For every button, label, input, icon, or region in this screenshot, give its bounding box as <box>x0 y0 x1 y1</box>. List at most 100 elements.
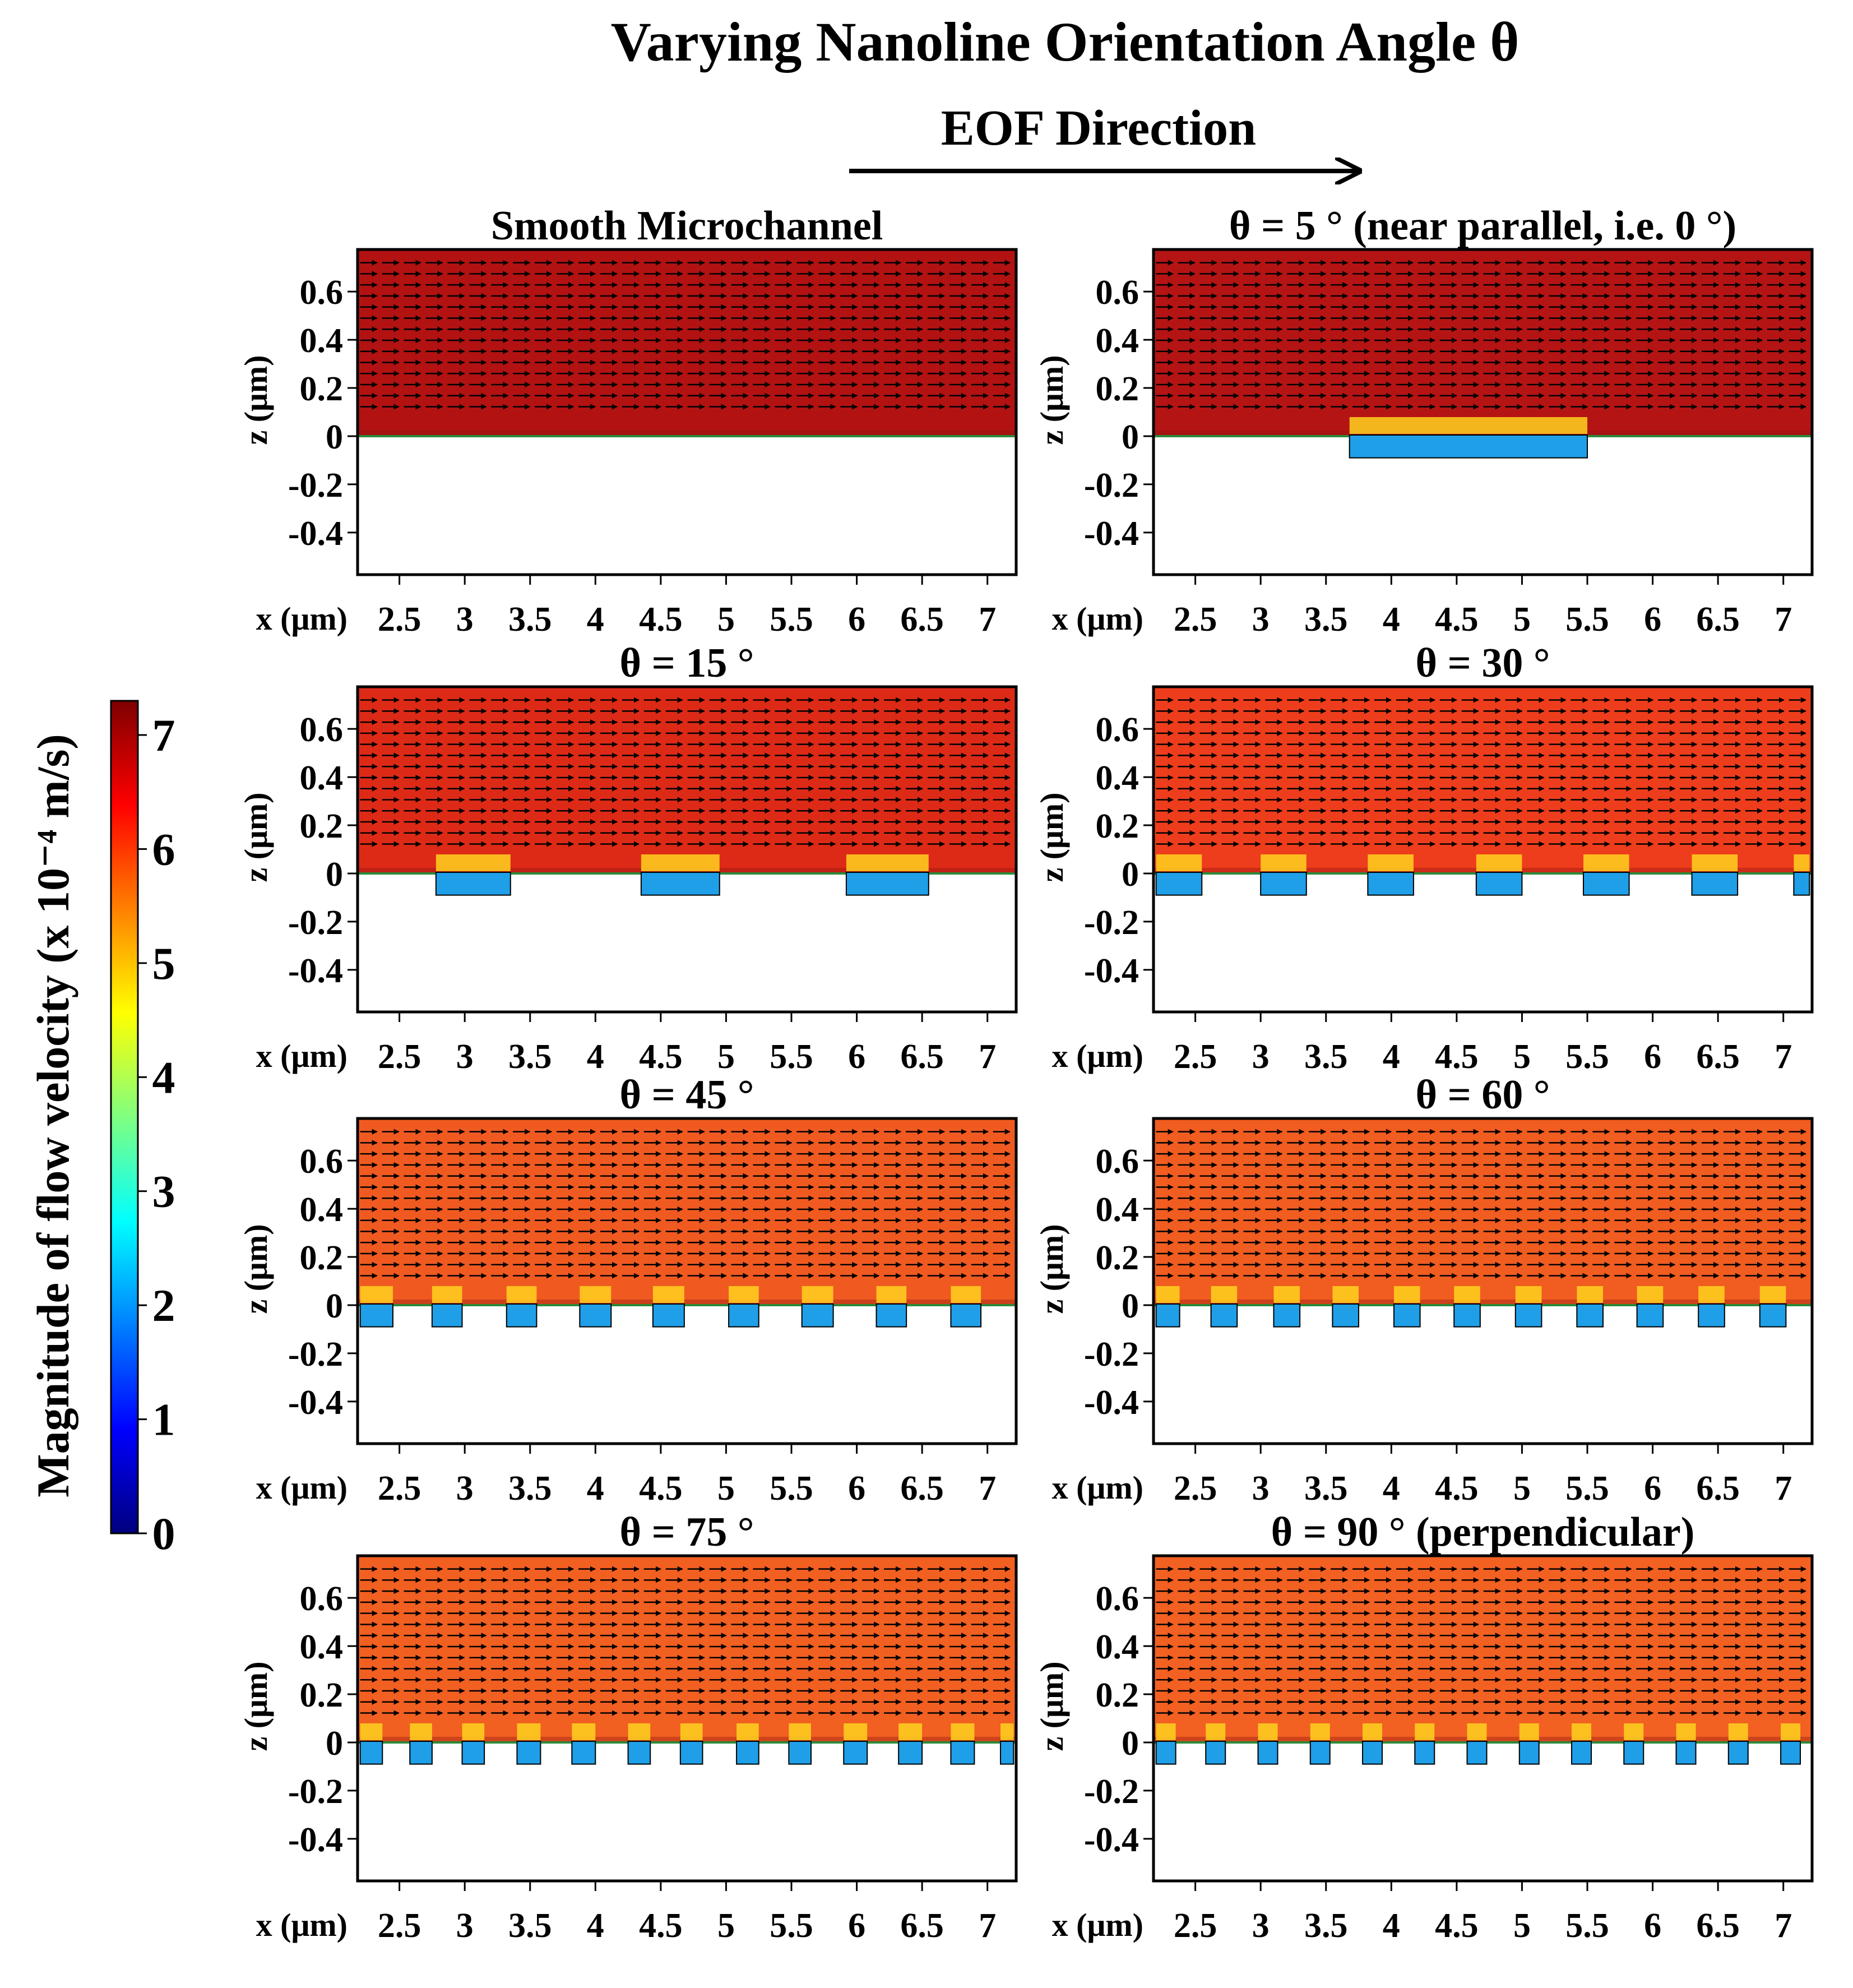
plot-frame <box>356 1117 1018 1445</box>
nanoline-groove <box>1155 1303 1180 1328</box>
panel-1: Smooth Microchannel 0.6 0.4 0.2 0 -0.2 -0.4 z (… <box>238 203 1018 639</box>
x-tick-label: 6.5 <box>900 1469 944 1508</box>
x-tick-label: 5 <box>717 600 735 639</box>
nanoline-groove <box>1453 1303 1481 1328</box>
z-tick-label: 0.6 <box>300 274 344 312</box>
nanoline-groove <box>1309 1740 1331 1765</box>
panel-4: θ = 30 ° 0.6 0.4 0.2 0 -0.2 -0.4 z (μm) 2.5 3 3.5 4… <box>1034 640 1814 1076</box>
nanoline-groove <box>571 1740 596 1765</box>
panel-7: θ = 75 ° 0.6 0.4 0.2 0 -0.2 -0.4 z (μm) 2.5 3 3.5 4… <box>238 1509 1018 1945</box>
panel-title: θ = 45 ° <box>620 1072 754 1118</box>
x-tick-label: 6 <box>1644 1907 1661 1945</box>
x-tick-label: 4.5 <box>639 1469 683 1508</box>
z-tick-label: 0 <box>1122 418 1139 456</box>
x-tick-label: 4.5 <box>1435 1907 1479 1945</box>
panel-title: θ = 90 ° (perpendicular) <box>1271 1509 1695 1555</box>
x-tick-label: 2.5 <box>1174 1038 1217 1076</box>
z-tick-label: -0.4 <box>1084 952 1139 990</box>
z-axis-label: z (μm) <box>1034 792 1070 882</box>
groove-slowdown-zone <box>517 1723 541 1740</box>
x-tick-label: 6.5 <box>1696 1469 1740 1508</box>
groove-slowdown-zone <box>1211 1286 1238 1303</box>
nanoline-groove <box>950 1740 975 1765</box>
groove-slowdown-zone <box>898 1723 923 1740</box>
nanoline-groove <box>1393 1303 1421 1328</box>
nanoline-groove <box>1000 1740 1014 1765</box>
z-tick-label: 0 <box>326 1725 343 1763</box>
x-tick-label: 3.5 <box>1304 600 1348 639</box>
z-tick-label: 0.4 <box>300 1628 344 1666</box>
groove-slowdown-zone <box>1728 1723 1748 1740</box>
z-axis-label: z (μm) <box>238 355 274 445</box>
x-tick-label: 3.5 <box>508 1907 552 1945</box>
groove-slowdown-zone <box>1624 1723 1644 1740</box>
nanoline-groove <box>516 1740 541 1765</box>
colorbar-tick-label: 1 <box>152 1394 175 1445</box>
x-tick-label: 4 <box>587 1038 604 1076</box>
fluid-region <box>1154 1118 1812 1305</box>
x-axis-label: x (μm) <box>256 1038 348 1074</box>
x-tick-label: 6.5 <box>1696 600 1740 639</box>
z-tick-label: 0.4 <box>300 1191 344 1229</box>
x-axis-label: x (μm) <box>1052 1907 1143 1943</box>
groove-slowdown-zone <box>1156 1286 1180 1303</box>
x-axis-label: x (μm) <box>1052 1469 1143 1506</box>
z-tick-label: 0.2 <box>300 1239 344 1277</box>
velocity-arrows <box>1156 260 1806 410</box>
fluid-region <box>358 1556 1016 1742</box>
x-axis-label: x (μm) <box>1052 600 1143 637</box>
x-tick-label: 3 <box>456 600 474 639</box>
groove-slowdown-zone <box>1363 1723 1382 1740</box>
z-tick-label: -0.4 <box>288 1384 343 1422</box>
groove-slowdown-zone <box>1692 854 1738 871</box>
groove-slowdown-zone <box>1206 1723 1226 1740</box>
nanoline-groove <box>679 1740 703 1765</box>
z-tick-label: -0.2 <box>288 1335 343 1374</box>
z-tick-label: -0.4 <box>1084 515 1139 553</box>
z-tick-label: 0 <box>1122 856 1139 894</box>
nanoline-groove <box>788 1740 812 1765</box>
z-tick-label: 0 <box>326 856 343 894</box>
nanoline-groove <box>579 1303 612 1328</box>
x-tick-label: 5.5 <box>1565 1907 1609 1945</box>
groove-slowdown-zone <box>951 1286 981 1303</box>
groove-slowdown-zone <box>680 1723 703 1740</box>
groove-slowdown-zone <box>580 1286 612 1303</box>
nanoline-groove <box>1475 871 1523 896</box>
z-tick-label: -0.2 <box>288 904 343 942</box>
x-tick-label: 5 <box>1513 600 1531 639</box>
nanoline-groove <box>1155 871 1203 896</box>
nanoline-groove <box>1675 1740 1697 1765</box>
x-tick-label: 4 <box>587 1469 604 1508</box>
x-tick-label: 7 <box>979 1469 996 1508</box>
z-tick-label: -0.4 <box>288 1821 343 1859</box>
panel-2: θ = 5 ° (near parallel, i.e. 0 °) 0.6 0.4 0… <box>1034 203 1814 639</box>
x-tick-label: 7 <box>979 1907 996 1945</box>
x-tick-label: 3.5 <box>508 600 552 639</box>
z-axis-label: z (μm) <box>238 1661 274 1751</box>
x-tick-label: 3.5 <box>1304 1038 1348 1076</box>
velocity-arrows <box>1156 697 1806 847</box>
colorbar-tick-label: 5 <box>152 938 175 989</box>
groove-slowdown-zone <box>1583 854 1629 871</box>
x-tick-label: 7 <box>1775 600 1792 639</box>
z-tick-label: 0.6 <box>1096 1143 1139 1181</box>
z-tick-label: 0.6 <box>300 711 344 749</box>
plot-frame <box>1152 685 1814 1014</box>
z-tick-label: 0 <box>326 1287 343 1325</box>
nanoline-groove <box>359 1303 393 1328</box>
colorbar-tick-label: 6 <box>152 824 175 875</box>
groove-slowdown-zone <box>1676 1723 1696 1740</box>
z-tick-label: -0.4 <box>288 952 343 990</box>
x-tick-label: 6.5 <box>900 1038 944 1076</box>
nanoline-groove <box>627 1740 651 1765</box>
z-tick-label: -0.2 <box>1084 466 1139 505</box>
nanoline-groove <box>1691 871 1739 896</box>
nanoline-groove <box>640 871 720 896</box>
groove-slowdown-zone <box>1467 1723 1487 1740</box>
nanoline-groove <box>409 1740 433 1765</box>
z-tick-label: 0.2 <box>1096 370 1139 408</box>
nanoline-groove <box>875 1303 907 1328</box>
nanoline-groove <box>431 1303 463 1328</box>
x-tick-label: 5.5 <box>770 1469 813 1508</box>
